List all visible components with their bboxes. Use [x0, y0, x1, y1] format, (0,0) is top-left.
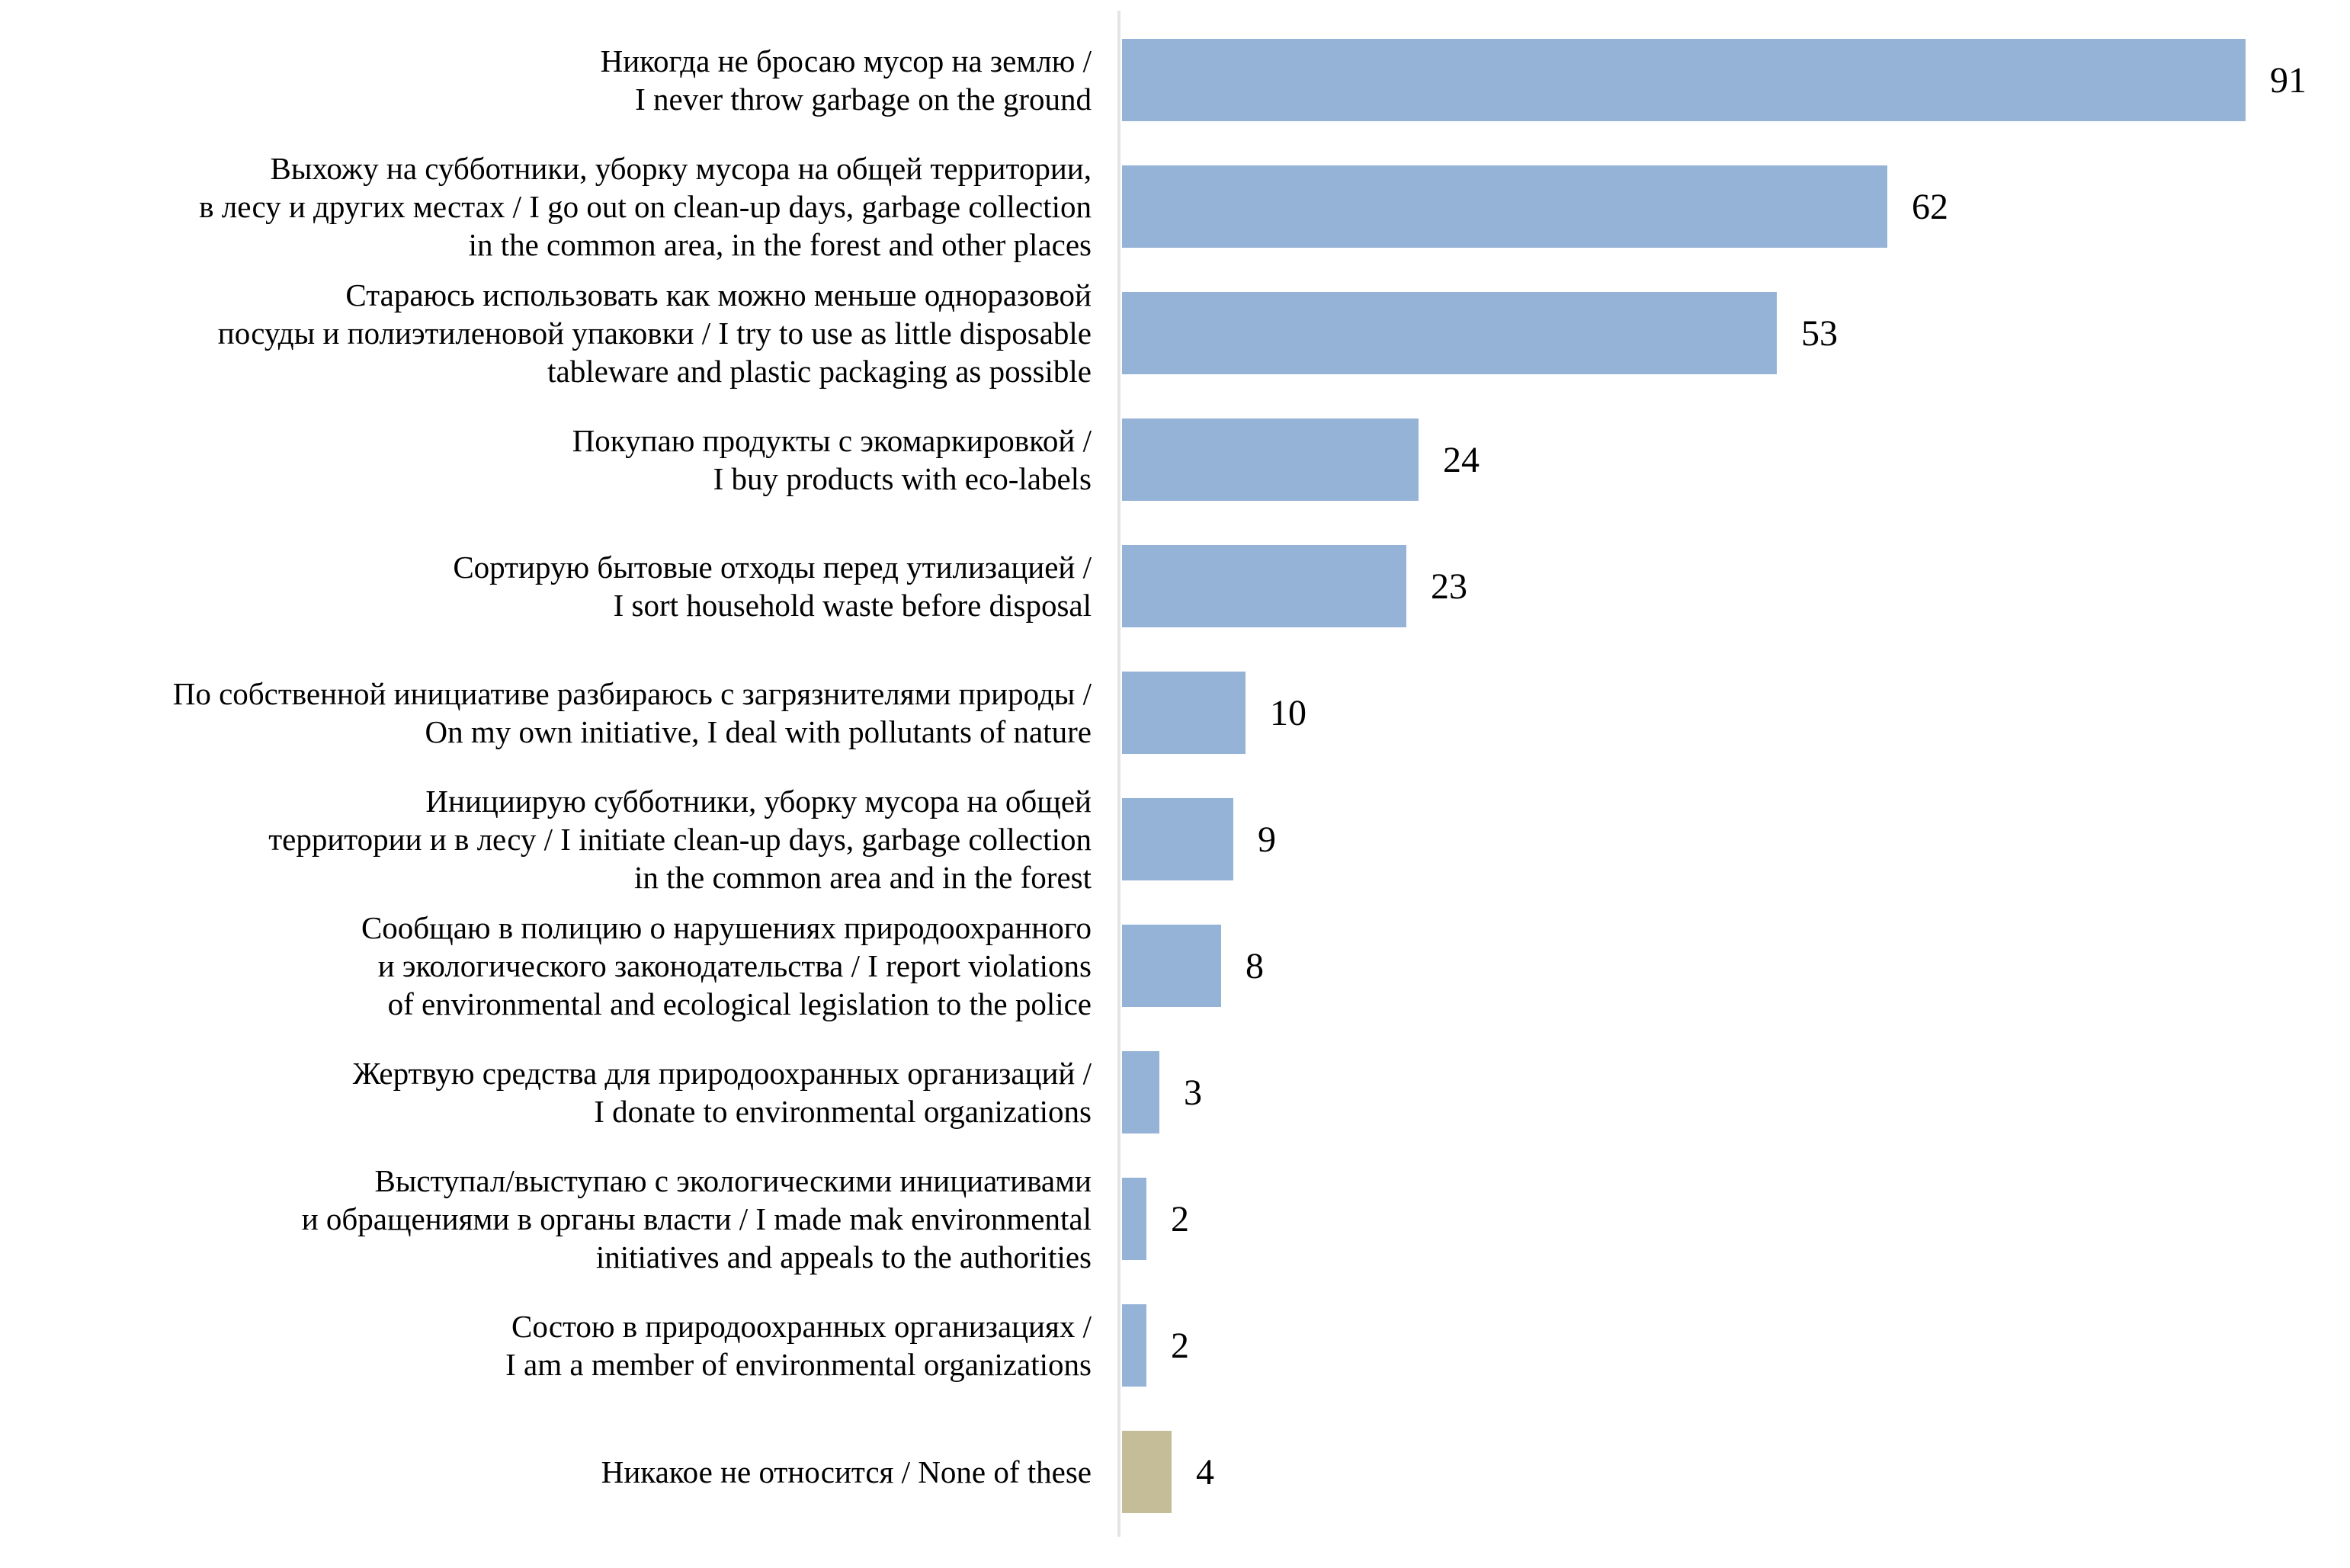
category-label: Стараюсь использовать как можно меньше о… — [217, 277, 1092, 389]
bar-cell: 10 — [1117, 649, 2350, 776]
bar-cell: 2 — [1117, 1282, 2350, 1409]
bar-row: Покупаю продукты с экомаркировкой / I bu… — [0, 396, 2350, 523]
value-label: 23 — [1431, 566, 1467, 607]
bar — [1122, 925, 1221, 1007]
bar-row: Выхожу на субботники, уборку мусора на о… — [0, 143, 2350, 270]
category-label: Выхожу на субботники, уборку мусора на о… — [199, 151, 1092, 262]
bar — [1122, 418, 1419, 501]
bar-chart-rows: Никогда не бросаю мусор на землю / I nev… — [0, 17, 2350, 1535]
value-label: 3 — [1184, 1072, 1202, 1113]
bar-row: Сообщаю в полицию о нарушениях природоох… — [0, 903, 2350, 1029]
value-label: 62 — [1912, 186, 1948, 227]
category-label: Сообщаю в полицию о нарушениях природоох… — [361, 910, 1092, 1021]
bar — [1122, 165, 1887, 248]
value-label: 9 — [1258, 819, 1276, 860]
bar-cell: 9 — [1117, 776, 2350, 903]
bar — [1122, 39, 2246, 121]
value-label: 2 — [1171, 1325, 1189, 1366]
bar-cell: 3 — [1117, 1029, 2350, 1156]
bar — [1122, 292, 1777, 374]
value-label: 2 — [1171, 1198, 1189, 1239]
bar-cell: 24 — [1117, 396, 2350, 523]
bar — [1122, 1051, 1159, 1134]
category-axis-line — [1117, 11, 1120, 1537]
bar-row: По собственной инициативе разбираюсь с з… — [0, 649, 2350, 776]
category-label: Никогда не бросаю мусор на землю / I nev… — [600, 43, 1092, 117]
bar-row: Сортирую бытовые отходы перед утилизацие… — [0, 523, 2350, 649]
bar — [1122, 672, 1246, 754]
value-label: 10 — [1270, 692, 1306, 733]
bar — [1122, 1304, 1146, 1387]
bar — [1122, 1431, 1172, 1513]
bar-row: Никакое не относится / None of these 4 — [0, 1409, 2350, 1535]
category-label: Инициирую субботники, уборку мусора на о… — [268, 784, 1092, 895]
category-label: Никакое не относится / None of these — [601, 1454, 1092, 1489]
value-label: 53 — [1801, 313, 1838, 354]
bar-cell: 53 — [1117, 270, 2350, 396]
bar-row: Выступал/выступаю с экологическими иници… — [0, 1156, 2350, 1282]
value-label: 4 — [1196, 1451, 1214, 1493]
bar-cell: 91 — [1117, 17, 2350, 143]
bar — [1122, 1178, 1146, 1260]
value-label: 24 — [1443, 439, 1480, 480]
category-label: Состою в природоохранных организациях / … — [505, 1309, 1092, 1382]
bar-cell: 23 — [1117, 523, 2350, 649]
bar-cell: 8 — [1117, 903, 2350, 1029]
category-label: Покупаю продукты с экомаркировкой / I bu… — [572, 423, 1092, 496]
bar-row: Никогда не бросаю мусор на землю / I nev… — [0, 17, 2350, 143]
bar-cell: 4 — [1117, 1409, 2350, 1535]
bar — [1122, 798, 1233, 880]
bar-row: Жертвую средства для природоохранных орг… — [0, 1029, 2350, 1156]
bar — [1122, 545, 1406, 627]
category-label: По собственной инициативе разбираюсь с з… — [172, 676, 1092, 749]
bar-row: Инициирую субботники, уборку мусора на о… — [0, 776, 2350, 903]
bar-cell: 62 — [1117, 143, 2350, 270]
bar-row: Стараюсь использовать как можно меньше о… — [0, 270, 2350, 396]
value-label: 91 — [2270, 59, 2307, 101]
value-label: 8 — [1246, 945, 1264, 986]
category-label: Сортирую бытовые отходы перед утилизацие… — [453, 550, 1092, 623]
category-label: Жертвую средства для природоохранных орг… — [352, 1056, 1092, 1129]
bar-cell: 2 — [1117, 1156, 2350, 1282]
category-label: Выступал/выступаю с экологическими иници… — [301, 1163, 1092, 1275]
bar-row: Состою в природоохранных организациях / … — [0, 1282, 2350, 1409]
